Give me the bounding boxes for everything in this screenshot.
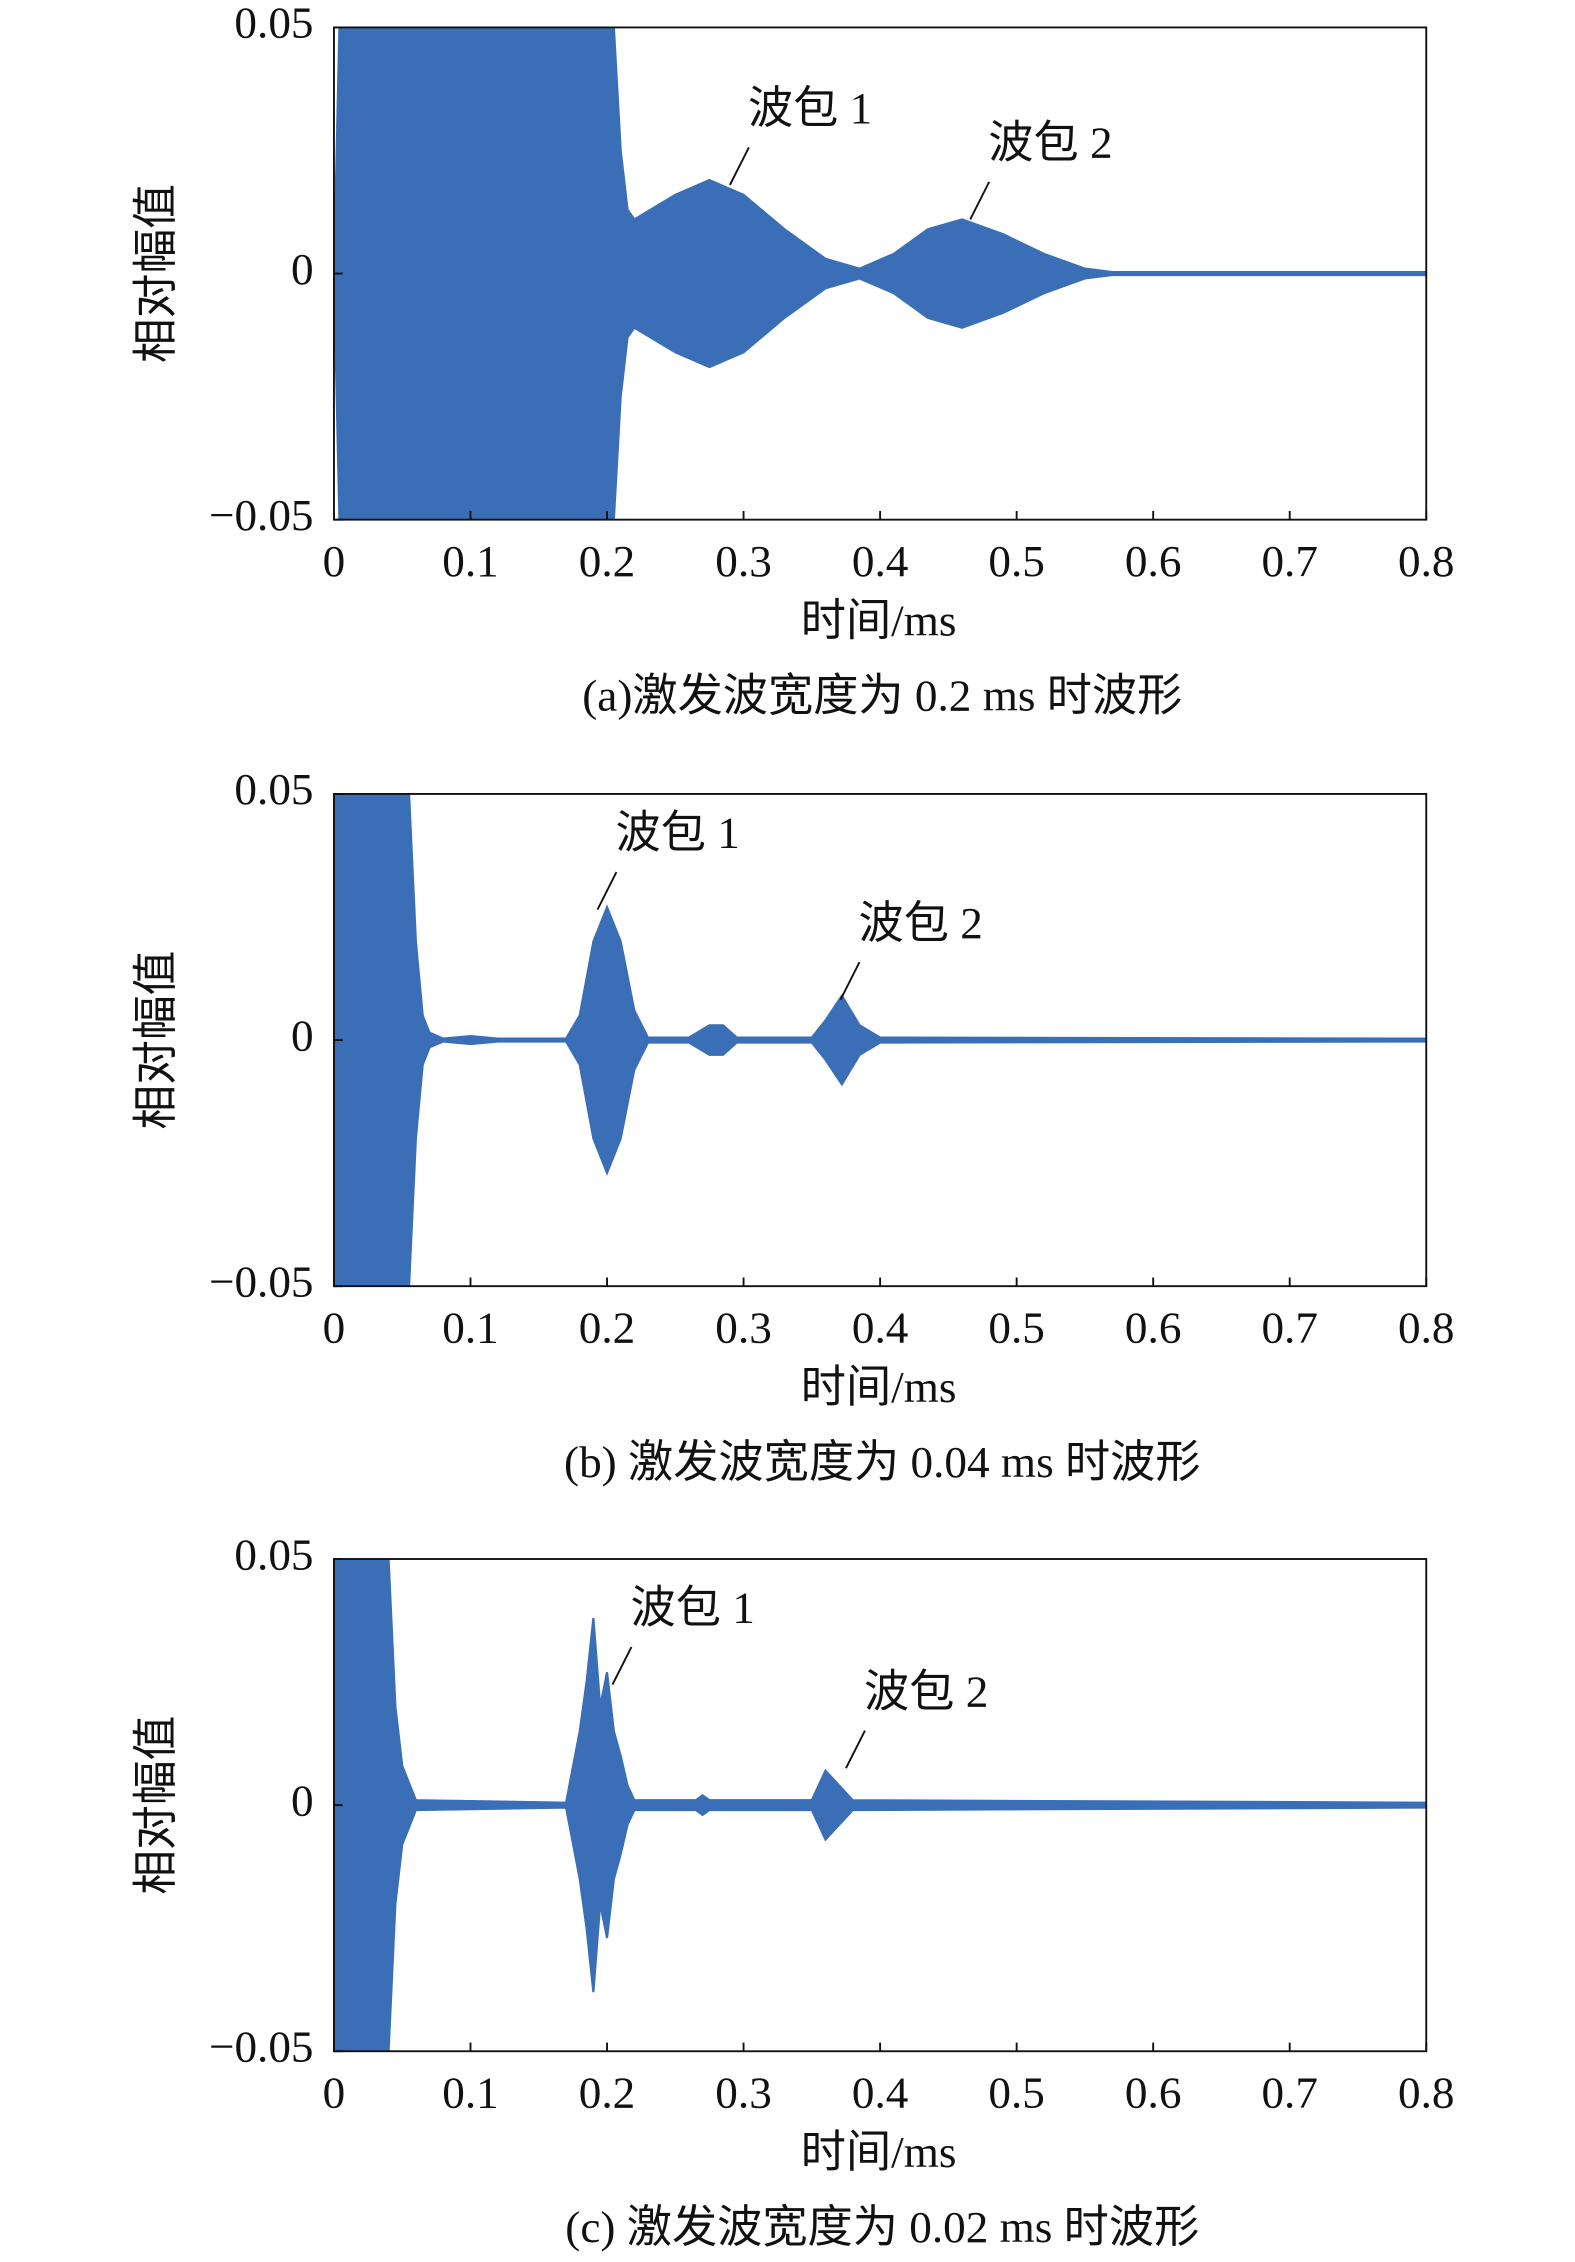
annotation-leader: [729, 146, 750, 186]
x-tick-label: 0.2: [579, 1303, 636, 1353]
envelope-lower: [333, 1038, 1427, 1287]
annotation-leader: [596, 871, 618, 911]
envelope-lower: [333, 1804, 1427, 2052]
plot: [333, 27, 1427, 520]
x-tick-label: 0: [323, 536, 346, 586]
x-tick-label: 0.8: [1398, 1303, 1455, 1353]
y-tick-label: 0.05: [234, 0, 313, 48]
x-tick-label: 0.4: [852, 536, 909, 586]
x-tick-label: 0.6: [1125, 1303, 1182, 1353]
plot: [333, 1559, 1427, 2052]
annotation-leader: [611, 1646, 633, 1685]
annotation: 波包 1: [631, 1583, 755, 1633]
y-tick-label: 0.05: [234, 1529, 313, 1579]
envelope-upper: [333, 793, 1427, 1042]
x-tick-label: 0.3: [715, 536, 772, 586]
x-tick-label: 0.4: [852, 2068, 909, 2118]
annotation-leader: [969, 181, 991, 220]
x-tick-label: 0.5: [988, 1303, 1045, 1353]
x-axis-label: 时间/ms: [801, 2127, 957, 2177]
y-axis-label: 相对幅值: [131, 951, 181, 1130]
x-tick-label: 0.3: [715, 2068, 772, 2118]
x-tick-label: 0.2: [579, 536, 636, 586]
y-tick-label: −0.05: [209, 2022, 314, 2072]
x-tick-label: 0.3: [715, 1303, 772, 1353]
y-tick-label: −0.05: [209, 1257, 314, 1307]
x-tick-label: 0.8: [1398, 2068, 1455, 2118]
envelope-upper: [333, 1559, 1427, 1807]
y-tick-label: 0: [291, 244, 314, 294]
annotation-leader: [845, 1730, 866, 1769]
x-tick-label: 0: [323, 1303, 346, 1353]
y-tick-label: 0: [291, 1776, 314, 1826]
annotation: 波包 2: [988, 118, 1112, 168]
x-tick-label: 0.2: [579, 2068, 636, 2118]
caption: (b) 激发波宽度为 0.04 ms 时波形: [564, 1437, 1201, 1487]
x-tick-label: 0.1: [442, 536, 499, 586]
plot: [333, 793, 1427, 1287]
annotation: 波包 2: [859, 898, 983, 948]
x-tick-label: 0.1: [442, 1303, 499, 1353]
x-tick-label: 0.7: [1261, 536, 1318, 586]
x-axis-label: 时间/ms: [801, 596, 957, 646]
x-tick-label: 0.4: [852, 1303, 909, 1353]
x-tick-label: 0.5: [988, 536, 1045, 586]
annotation: 波包 2: [864, 1666, 988, 1716]
y-tick-label: 0: [291, 1011, 314, 1061]
x-tick-label: 0.1: [442, 2068, 499, 2118]
x-tick-label: 0.7: [1261, 2068, 1318, 2118]
annotation: 波包 1: [748, 83, 872, 133]
caption: (c) 激发波宽度为 0.02 ms 时波形: [565, 2202, 1199, 2252]
y-tick-label: −0.05: [209, 490, 314, 540]
envelope-lower: [333, 272, 1427, 520]
caption: (a)激发波宽度为 0.2 ms 时波形: [582, 671, 1182, 721]
x-tick-label: 0.7: [1261, 1303, 1318, 1353]
annotation: 波包 1: [616, 808, 740, 858]
x-tick-label: 0.5: [988, 2068, 1045, 2118]
y-axis-label: 相对幅值: [131, 1716, 181, 1895]
x-tick-label: 0: [323, 2068, 346, 2118]
envelope-upper: [333, 27, 1427, 275]
x-tick-label: 0.6: [1125, 536, 1182, 586]
x-axis-label: 时间/ms: [801, 1362, 957, 1412]
annotation-leader: [839, 961, 861, 1001]
x-tick-label: 0.6: [1125, 2068, 1182, 2118]
x-tick-label: 0.8: [1398, 536, 1455, 586]
y-tick-label: 0.05: [234, 764, 313, 814]
y-axis-label: 相对幅值: [131, 184, 181, 363]
